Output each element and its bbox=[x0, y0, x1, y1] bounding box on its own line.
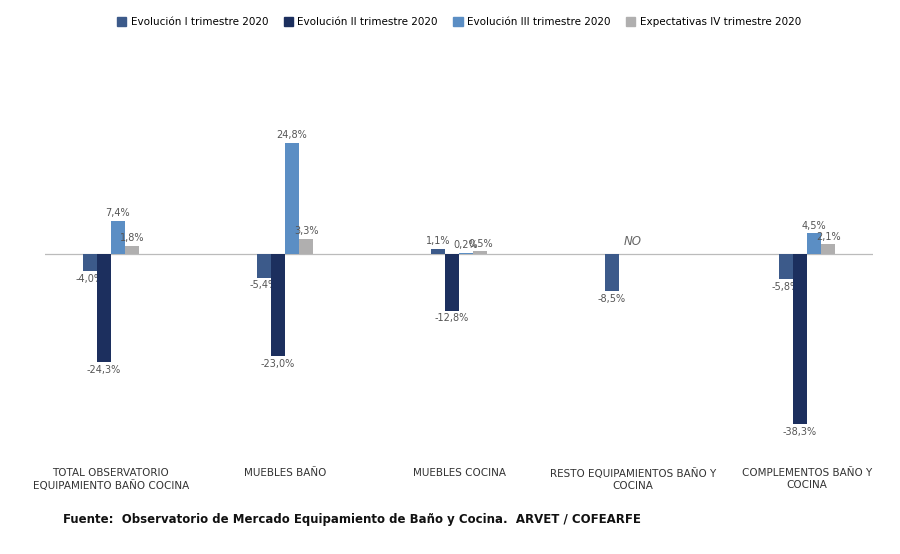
Text: NO: NO bbox=[624, 235, 642, 248]
Bar bbox=[807, 233, 821, 254]
Legend: Evolución I trimestre 2020, Evolución II trimestre 2020, Evolución III trimestre: Evolución I trimestre 2020, Evolución II… bbox=[112, 13, 806, 31]
Text: 1,8%: 1,8% bbox=[120, 233, 144, 243]
Text: -5,8%: -5,8% bbox=[772, 282, 800, 292]
Text: 0,5%: 0,5% bbox=[468, 239, 492, 249]
Bar bbox=[125, 245, 140, 254]
Bar bbox=[473, 252, 487, 254]
Bar bbox=[299, 239, 313, 254]
Text: -8,5%: -8,5% bbox=[598, 294, 626, 304]
Bar bbox=[97, 254, 111, 362]
Text: 2,1%: 2,1% bbox=[816, 232, 841, 242]
Bar bbox=[256, 254, 271, 278]
Bar bbox=[111, 220, 125, 254]
Bar bbox=[778, 254, 793, 279]
Bar bbox=[445, 254, 459, 311]
Bar bbox=[793, 254, 807, 424]
Bar bbox=[271, 254, 285, 356]
Text: Fuente:  Observatorio de Mercado Equipamiento de Baño y Cocina.  ARVET / COFEARF: Fuente: Observatorio de Mercado Equipami… bbox=[63, 514, 641, 526]
Text: -24,3%: -24,3% bbox=[86, 365, 121, 375]
Bar bbox=[285, 143, 299, 254]
Bar bbox=[821, 244, 835, 254]
Bar bbox=[459, 253, 473, 254]
Text: -23,0%: -23,0% bbox=[261, 359, 295, 369]
Text: -38,3%: -38,3% bbox=[783, 427, 817, 437]
Text: -5,4%: -5,4% bbox=[249, 280, 278, 290]
Bar bbox=[83, 254, 97, 271]
Text: 1,1%: 1,1% bbox=[426, 236, 450, 246]
Text: -4,0%: -4,0% bbox=[76, 274, 104, 284]
Bar bbox=[605, 254, 619, 291]
Text: 7,4%: 7,4% bbox=[105, 208, 130, 218]
Bar bbox=[431, 249, 445, 254]
Text: 0,2%: 0,2% bbox=[454, 240, 479, 250]
Text: 4,5%: 4,5% bbox=[802, 221, 826, 231]
Text: 3,3%: 3,3% bbox=[294, 226, 319, 236]
Text: -12,8%: -12,8% bbox=[435, 314, 469, 324]
Text: 24,8%: 24,8% bbox=[276, 130, 308, 140]
